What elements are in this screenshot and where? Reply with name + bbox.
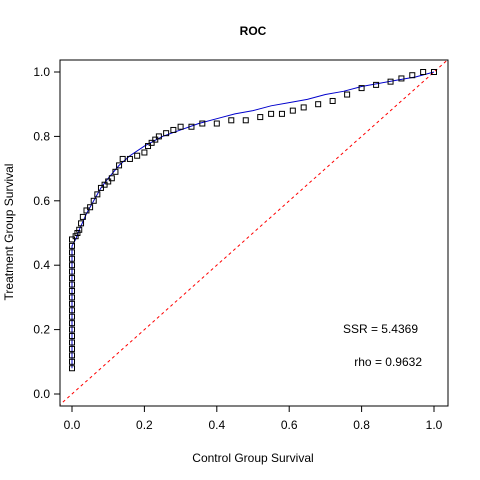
data-point — [279, 111, 284, 116]
data-point — [106, 179, 111, 184]
data-point — [421, 70, 426, 75]
y-tick-label: 0.4 — [33, 258, 50, 272]
data-point — [214, 121, 219, 126]
rho-annotation: rho = 0.9632 — [354, 355, 422, 369]
x-axis-label: Control Group Survival — [192, 451, 313, 465]
y-tick-label: 0.0 — [33, 387, 50, 401]
x-tick-label: 0.8 — [353, 418, 370, 432]
data-point — [269, 111, 274, 116]
data-point — [243, 118, 248, 123]
y-tick-label: 0.2 — [33, 323, 50, 337]
x-tick-label: 0.2 — [136, 418, 153, 432]
data-point — [142, 150, 147, 155]
data-point — [135, 153, 140, 158]
y-tick-label: 0.6 — [33, 194, 50, 208]
x-tick-label: 0.4 — [208, 418, 225, 432]
data-point — [290, 108, 295, 113]
data-point — [345, 92, 350, 97]
data-point — [178, 124, 183, 129]
x-tick-label: 0.0 — [64, 418, 81, 432]
data-point — [330, 98, 335, 103]
chart-title: ROC — [240, 24, 267, 38]
axis-ticks: 0.0 0.2 0.4 0.6 0.8 1.0 0.0 0.2 0.4 0.6 0.8 1.0 — [33, 65, 442, 432]
y-tick-label: 0.8 — [33, 129, 50, 143]
ssr-annotation: SSR = 5.4369 — [343, 322, 418, 336]
x-tick-label: 0.6 — [281, 418, 298, 432]
y-tick-label: 1.0 — [33, 65, 50, 79]
x-tick-label: 1.0 — [426, 418, 443, 432]
y-axis-label: Treatment Group Survival — [2, 164, 16, 301]
data-point — [229, 118, 234, 123]
data-point — [316, 102, 321, 107]
data-point — [258, 115, 263, 120]
data-point — [70, 237, 75, 242]
data-point — [301, 105, 306, 110]
